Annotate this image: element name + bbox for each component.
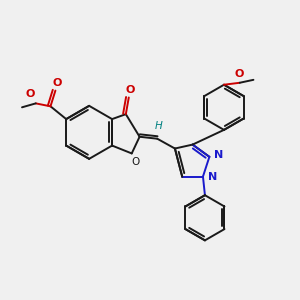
Text: H: H (154, 121, 162, 131)
Text: O: O (53, 78, 62, 88)
Text: N: N (208, 172, 217, 182)
Text: O: O (26, 89, 35, 100)
Text: O: O (125, 85, 134, 94)
Text: O: O (131, 158, 140, 167)
Text: O: O (234, 69, 243, 79)
Text: N: N (214, 150, 224, 160)
